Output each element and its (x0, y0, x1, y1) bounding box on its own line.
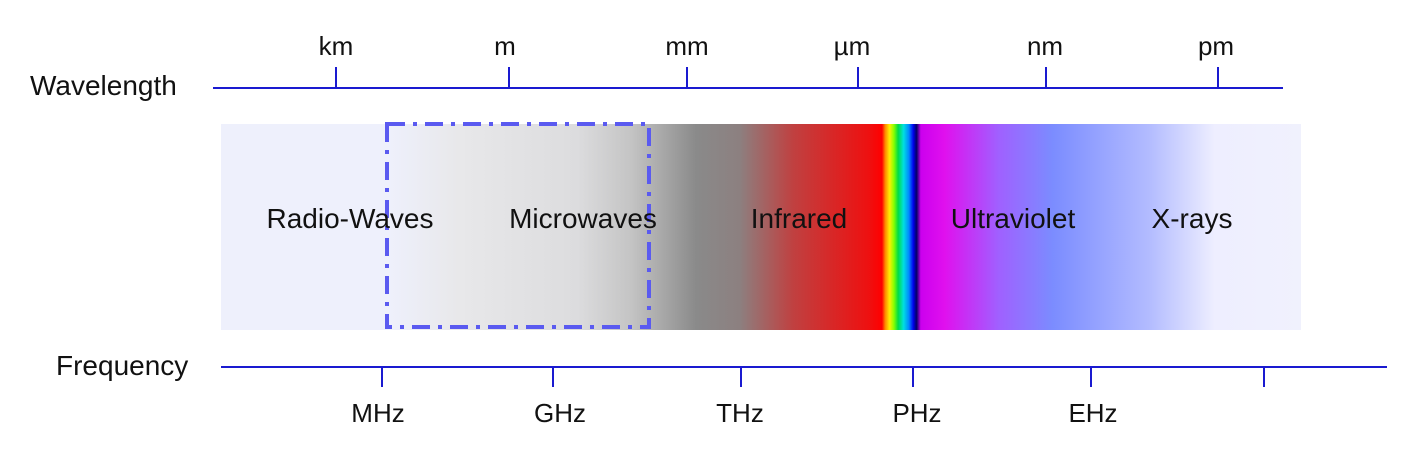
highlight-box (385, 122, 651, 329)
region-label-microwaves: Microwaves (509, 203, 657, 234)
spectrum-band (221, 124, 1301, 330)
frequency-axis-title: Frequency (56, 350, 188, 381)
wavelength-tick-label: m (494, 31, 516, 61)
frequency-tick-label: MHz (351, 398, 404, 428)
frequency-tick-label: PHz (892, 398, 941, 428)
region-label-ultraviolet: Ultraviolet (951, 203, 1076, 234)
frequency-tick-label: EHz (1068, 398, 1117, 428)
region-label-radio-waves: Radio-Waves (266, 203, 433, 234)
wavelength-tick-label: pm (1198, 31, 1234, 61)
wavelength-tick-label: mm (665, 31, 708, 61)
frequency-tick-label: GHz (534, 398, 586, 428)
frequency-tick-label: THz (716, 398, 764, 428)
wavelength-tick-labels: km m mm µm nm pm (319, 31, 1234, 61)
region-label-infrared: Infrared (751, 203, 848, 234)
wavelength-ticks (335, 67, 1219, 88)
wavelength-tick-label: nm (1027, 31, 1063, 61)
frequency-tick-labels: MHz GHz THz PHz EHz (351, 398, 1117, 428)
wavelength-tick-label: µm (834, 31, 871, 61)
frequency-ticks (381, 367, 1265, 387)
wavelength-axis-title: Wavelength (30, 70, 177, 101)
wavelength-tick-label: km (319, 31, 354, 61)
region-label-x-rays: X-rays (1152, 203, 1233, 234)
region-labels: Radio-Waves Microwaves Infrared Ultravio… (266, 203, 1232, 234)
